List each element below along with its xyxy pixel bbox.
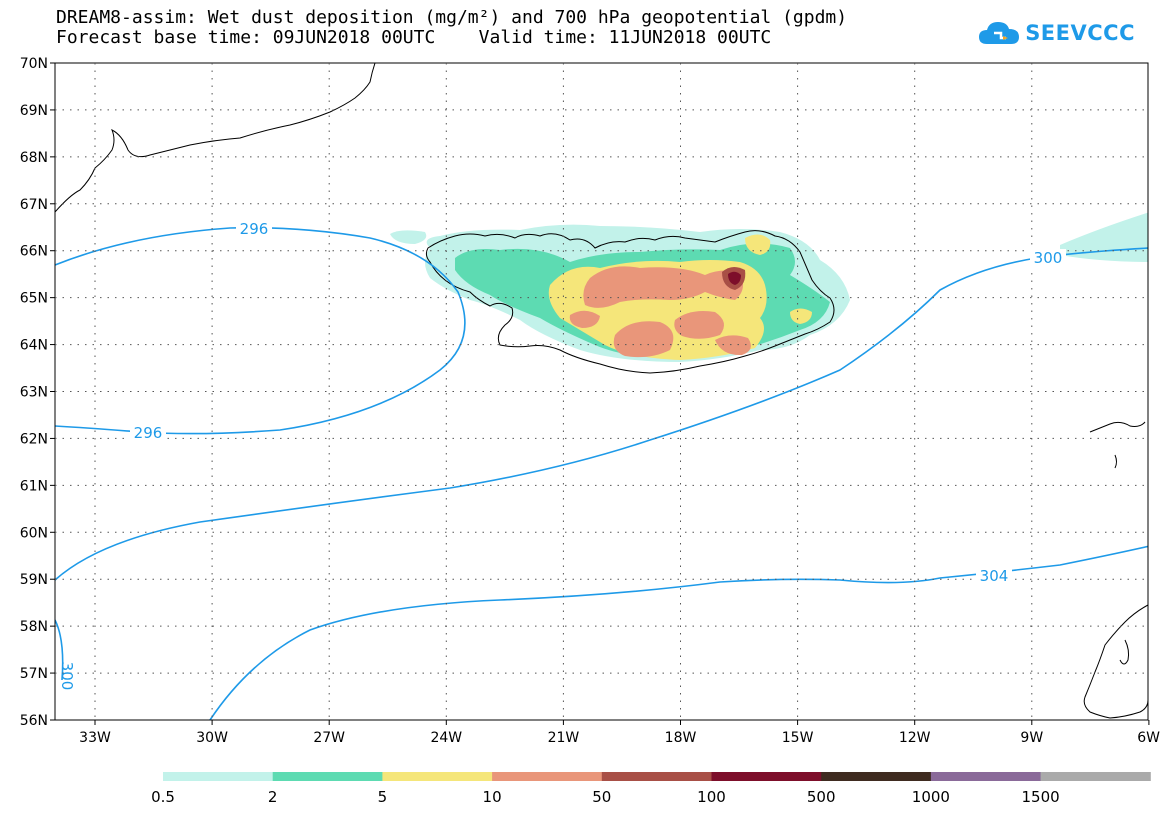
logo-text: SEEVCCC xyxy=(1025,21,1135,45)
lat-label: 66N xyxy=(20,244,48,260)
contour-label-bg xyxy=(236,220,272,238)
contour-label-bg xyxy=(976,567,1012,585)
dust-area-5 xyxy=(745,234,771,255)
legend-label: 100 xyxy=(697,788,726,806)
island-coast xyxy=(1114,454,1117,469)
legend-label: 10 xyxy=(483,788,502,806)
contour-label: 296 xyxy=(134,424,163,442)
contour-label: 300 xyxy=(1034,249,1063,267)
legend-swatch xyxy=(711,772,822,781)
scotland-coast xyxy=(1083,604,1148,719)
contour-296-ridge xyxy=(55,226,466,435)
lat-label: 65N xyxy=(20,291,48,307)
legend-label: 1500 xyxy=(1022,788,1060,806)
legend-label: 2 xyxy=(268,788,278,806)
lat-label: 56N xyxy=(20,713,48,729)
lon-label: 33W xyxy=(79,730,111,746)
lon-label: 18W xyxy=(665,730,697,746)
legend-swatch xyxy=(1040,772,1151,781)
contour-label-bg xyxy=(130,424,166,442)
dust-area-10 xyxy=(715,335,751,356)
lat-label: 69N xyxy=(20,103,48,119)
lon-label: 27W xyxy=(313,730,345,746)
lat-label: 60N xyxy=(20,525,48,541)
contour-300-edge xyxy=(55,619,64,681)
contour-label: 304 xyxy=(980,567,1009,585)
coastline-group xyxy=(55,63,1148,719)
dust-area-5 xyxy=(790,308,812,324)
dust-area-100 xyxy=(728,271,741,285)
map-frame xyxy=(54,62,1149,721)
lon-label: 12W xyxy=(899,730,931,746)
legend-swatch xyxy=(821,772,932,781)
contour-300 xyxy=(55,247,1148,581)
lon-label: 15W xyxy=(782,730,814,746)
legend-swatch xyxy=(930,772,1042,781)
cloud-icon xyxy=(979,22,1020,44)
lat-label: 58N xyxy=(20,619,48,635)
map-title: DREAM8-assim: Wet dust deposition (mg/m²… xyxy=(56,7,848,28)
contour-label-bg xyxy=(1030,249,1066,267)
contour-label: 300 xyxy=(58,662,76,691)
longitude-axis: 33W 30W 27W 24W 21W 18W 15W 12W 9W 6W xyxy=(79,720,1160,746)
dust-area-0.5 xyxy=(1060,212,1148,262)
legend-label: 1000 xyxy=(912,788,950,806)
seevccc-logo: SEEVCCC xyxy=(977,18,1135,48)
forecast-time-line: Forecast base time: 09JUN2018 00UTC Vali… xyxy=(56,27,772,48)
lon-label: 21W xyxy=(548,730,580,746)
dust-area-10 xyxy=(583,266,744,308)
iceland-coast xyxy=(425,230,835,374)
shetland-coast xyxy=(1119,639,1130,665)
dust-area-10 xyxy=(674,311,724,339)
dust-area-10 xyxy=(569,310,600,328)
lon-label: 9W xyxy=(1020,730,1043,746)
graticule xyxy=(55,63,1148,720)
legend-label: 0.5 xyxy=(151,788,175,806)
lon-label: 30W xyxy=(196,730,228,746)
lat-label: 57N xyxy=(20,666,48,682)
dust-area-0.5 xyxy=(390,230,427,244)
legend-label: 5 xyxy=(378,788,388,806)
legend-swatch xyxy=(163,772,274,781)
lon-label: 24W xyxy=(430,730,462,746)
contour-labels: 296 296 300 304 300 xyxy=(58,220,1066,690)
legend-label: 50 xyxy=(592,788,611,806)
lat-label: 64N xyxy=(20,338,48,354)
lon-label: 6W xyxy=(1137,730,1160,746)
greenland-coast xyxy=(55,63,376,213)
faroe-coast xyxy=(1089,421,1146,433)
lat-label: 61N xyxy=(20,478,48,494)
legend-swatch xyxy=(272,772,383,781)
latitude-axis: 70N 69N 68N 67N 66N 65N 64N 63N 62N 61N 60N 59N 58N 5… xyxy=(20,56,55,729)
lat-label: 67N xyxy=(20,197,48,213)
lat-label: 59N xyxy=(20,572,48,588)
contour-label: 296 xyxy=(240,220,269,238)
lat-label: 68N xyxy=(20,150,48,166)
legend-swatch xyxy=(601,772,712,781)
dust-area-10 xyxy=(613,321,674,358)
lat-label: 62N xyxy=(20,431,48,447)
contour-group xyxy=(55,226,1148,720)
lat-label: 70N xyxy=(20,56,48,72)
contour-304 xyxy=(209,545,1148,720)
legend-swatch xyxy=(382,772,493,781)
legend-label: 500 xyxy=(807,788,836,806)
lat-label: 63N xyxy=(20,385,48,401)
legend-swatch xyxy=(492,772,603,781)
color-legend: 0.5 2 5 10 50 100 500 1000 1500 xyxy=(151,772,1151,806)
